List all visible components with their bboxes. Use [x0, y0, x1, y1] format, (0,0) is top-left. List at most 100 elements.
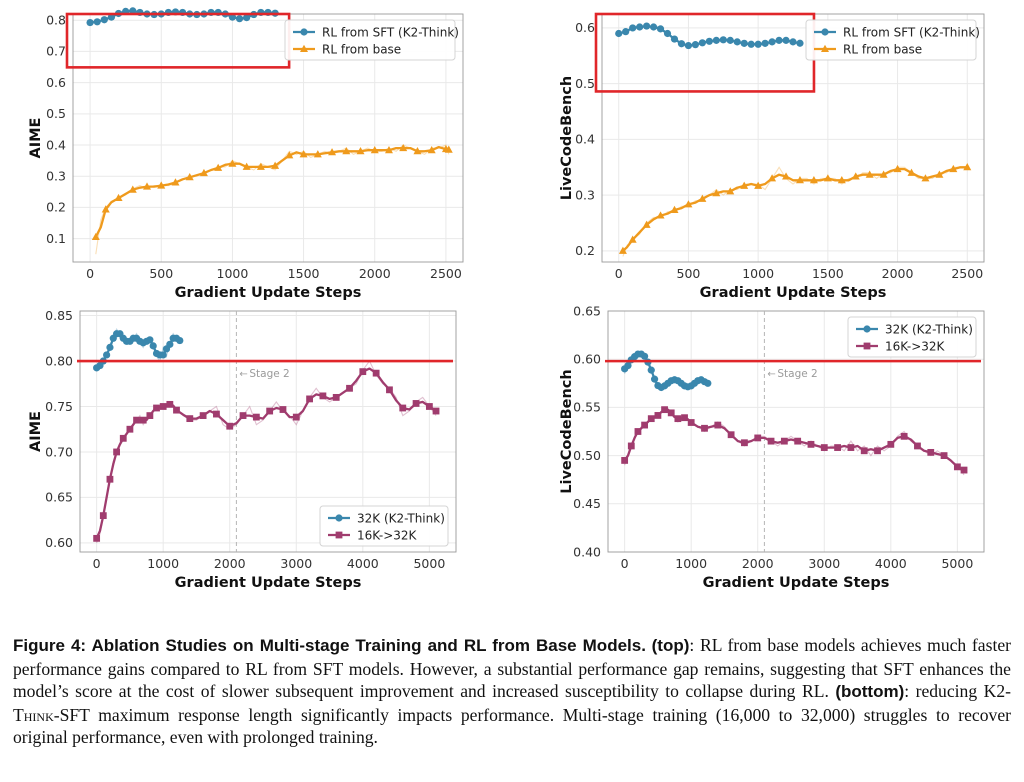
series-k2-point: [647, 366, 655, 374]
series-base-point: [921, 174, 930, 182]
series-s16-point: [654, 412, 662, 419]
series-base-point: [427, 146, 436, 154]
series-base-point: [628, 235, 637, 243]
series-sft-point: [649, 23, 658, 31]
series-sft-point: [615, 29, 623, 38]
series-base-point: [384, 146, 393, 154]
series-sft-point: [740, 39, 748, 47]
series-k2: [93, 328, 184, 372]
legend-box: [319, 505, 449, 547]
legend-swatch-marker: [300, 28, 308, 36]
series-base-point: [128, 185, 137, 193]
series-s16-point: [146, 412, 154, 419]
series-sft-point: [107, 13, 116, 21]
series-s16-point: [661, 406, 668, 414]
series-base-point: [907, 168, 916, 176]
series-base-point: [157, 181, 166, 189]
series-sft-point: [684, 41, 693, 50]
y-tick-label: 0.3: [575, 187, 595, 202]
series-sft-point: [691, 41, 700, 49]
y-tick-label: 0.6: [575, 20, 595, 35]
x-tick-label: 5000: [941, 556, 973, 571]
x-tick-label: 1000: [217, 266, 249, 281]
x-tick-label: 1000: [742, 266, 774, 281]
series-base: [91, 143, 453, 255]
x-tick-label: 0: [86, 266, 94, 281]
series-s16-point: [900, 432, 908, 440]
y-tick-label: 0.60: [45, 535, 73, 550]
x-tick-label: 3000: [808, 556, 840, 571]
x-tick-label: 4000: [875, 556, 907, 571]
plot-frame: [607, 310, 985, 553]
series-s16-point: [754, 434, 762, 442]
series-base-point: [114, 193, 123, 202]
series-base-point: [795, 176, 804, 184]
y-tick-label: 0.75: [45, 399, 73, 414]
series-k2-point: [704, 379, 712, 387]
y-tick-label: 0.40: [573, 544, 601, 559]
series-k2-point: [149, 342, 157, 350]
series-s16: [93, 359, 440, 544]
series-base-point: [413, 147, 422, 155]
x-tick-label: 1500: [288, 266, 320, 281]
series-sft-point: [712, 36, 720, 44]
series-s16: [621, 406, 968, 476]
y-tick-label: 0.65: [573, 303, 601, 318]
series-base-point: [851, 172, 860, 180]
series-base-point: [328, 148, 337, 156]
x-tick-label: 500: [677, 266, 701, 281]
x-tick-label: 4000: [347, 556, 379, 571]
series-base-smoothed-line: [94, 145, 449, 238]
series-base-point: [865, 170, 874, 178]
series-k2-point: [146, 336, 154, 344]
legend: RL from SFT (K2-Think) RL from base: [805, 19, 980, 61]
x-tick-label: 2500: [951, 266, 983, 281]
series-s16-point: [319, 392, 327, 400]
series-base-point: [893, 164, 902, 173]
y-tick-label: 0.8: [46, 13, 66, 28]
series-sft-point: [705, 37, 713, 45]
series-s16-point: [399, 404, 407, 412]
series-sft-point: [636, 23, 644, 31]
series-base-point: [370, 146, 379, 154]
series-s16-point: [780, 437, 788, 445]
series-s16-point: [953, 463, 961, 471]
series-s16-point: [927, 448, 935, 456]
series-base-point: [684, 200, 693, 208]
chart-top-left: 0 500 1000 1500 2000 2500 0.1 0.2 0.3 0.4 0.5 0.6 0.…: [28, 7, 464, 301]
series-base-point: [712, 189, 721, 197]
series-s16-point: [687, 419, 695, 426]
series-sft-point: [93, 18, 101, 26]
legend-entry-label: RL from SFT (K2-Think): [322, 25, 459, 39]
y-tick-label: 0.6: [46, 75, 66, 90]
caption-bottom-smallcaps: Think: [13, 704, 54, 725]
series-s16-point: [960, 466, 968, 474]
series-s16-point: [794, 437, 802, 445]
legend-swatch-marker: [863, 342, 871, 350]
series-base-point: [879, 170, 888, 178]
series-sft: [615, 22, 804, 50]
series-sft-point: [726, 36, 734, 44]
series-s16-point: [887, 440, 895, 448]
series-s16-point: [213, 410, 220, 418]
series-s16-point: [153, 404, 160, 412]
x-tick-label: 500: [149, 266, 173, 281]
series-s16-point: [834, 444, 841, 451]
series-k2-point: [641, 352, 649, 360]
series-k2-point: [166, 340, 174, 348]
legend-entry-label: 16K->32K: [357, 528, 418, 542]
legend-swatch-marker: [300, 44, 308, 52]
series-base-point: [143, 182, 152, 190]
series-s16-point: [292, 413, 300, 421]
series-base-point: [935, 170, 944, 178]
series-s16-point: [332, 393, 340, 401]
series-sft-point: [796, 39, 804, 47]
series-s16-point: [681, 414, 688, 422]
y-tick-label: 0.7: [46, 44, 66, 59]
caption-label: Figure 4: Ablation Studies on Multi-stag…: [13, 636, 646, 655]
series-s16-point: [820, 444, 828, 451]
series-base-point: [740, 181, 749, 189]
legend-entry-label: 16K->32K: [885, 339, 946, 353]
legend-entry-label: 32K (K2-Think): [885, 322, 973, 336]
stage-2-label: Stage 2: [777, 368, 817, 380]
